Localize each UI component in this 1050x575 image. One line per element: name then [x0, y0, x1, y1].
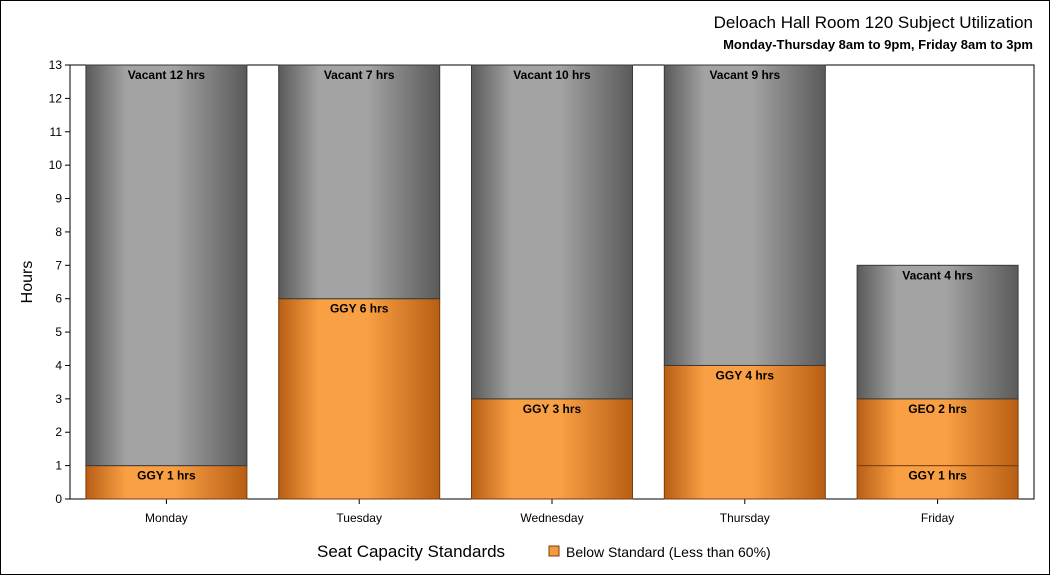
y-tick-label: 3 [55, 392, 62, 406]
data-label: Vacant 12 hrs [128, 68, 206, 82]
data-label: GGY 6 hrs [330, 302, 389, 316]
bar-segment-thursday [663, 64, 826, 366]
y-tick-label: 10 [49, 158, 63, 172]
data-label: GEO 2 hrs [908, 402, 967, 416]
bar-segment-monday [85, 465, 248, 500]
y-tick-label: 1 [55, 459, 62, 473]
chart-subtitle: Monday-Thursday 8am to 9pm, Friday 8am t… [723, 37, 1033, 52]
bar-segment-tuesday [278, 64, 441, 300]
y-tick-label: 6 [55, 292, 62, 306]
data-label: GGY 4 hrs [716, 368, 775, 382]
y-tick-label: 5 [55, 325, 62, 339]
bar-segment-tuesday [278, 298, 441, 500]
x-tick-label-thursday: Thursday [720, 511, 770, 525]
y-tick-label: 12 [49, 91, 63, 105]
legend-swatch [548, 545, 560, 557]
x-tick-label-monday: Monday [145, 511, 188, 525]
y-tick-label: 9 [55, 192, 62, 206]
bar-segment-friday [856, 465, 1019, 500]
data-label: GGY 1 hrs [908, 469, 967, 483]
data-label: Vacant 4 hrs [902, 268, 973, 282]
x-tick-label-tuesday: Tuesday [336, 511, 382, 525]
legend-entry: Below Standard (Less than 60%) [566, 544, 771, 560]
x-tick-label-friday: Friday [921, 511, 954, 525]
bar-segment-wednesday [471, 398, 633, 500]
bar-segment-wednesday [471, 64, 633, 400]
bar-segment-friday [856, 264, 1019, 400]
chart-title: Deloach Hall Room 120 Subject Utilizatio… [713, 13, 1033, 32]
y-tick-label: 4 [55, 358, 62, 372]
y-axis-label: Hours [19, 261, 36, 304]
y-tick-label: 7 [55, 258, 62, 272]
y-tick-label: 0 [55, 492, 62, 506]
y-tick-label: 2 [55, 425, 62, 439]
y-tick-label: 11 [50, 125, 63, 139]
data-label: GGY 3 hrs [523, 402, 582, 416]
bar-segment-friday [856, 398, 1019, 467]
x-tick-label-wednesday: Wednesday [520, 511, 583, 525]
data-label: Vacant 10 hrs [513, 68, 591, 82]
bar-segment-thursday [663, 364, 826, 500]
data-label: GGY 1 hrs [137, 469, 196, 483]
y-tick-label: 8 [55, 225, 62, 239]
y-tick-label: 13 [49, 58, 63, 72]
bar-segment-monday [85, 64, 248, 467]
legend-title: Seat Capacity Standards [317, 542, 505, 561]
data-label: Vacant 9 hrs [709, 68, 780, 82]
data-label: Vacant 7 hrs [324, 68, 395, 82]
